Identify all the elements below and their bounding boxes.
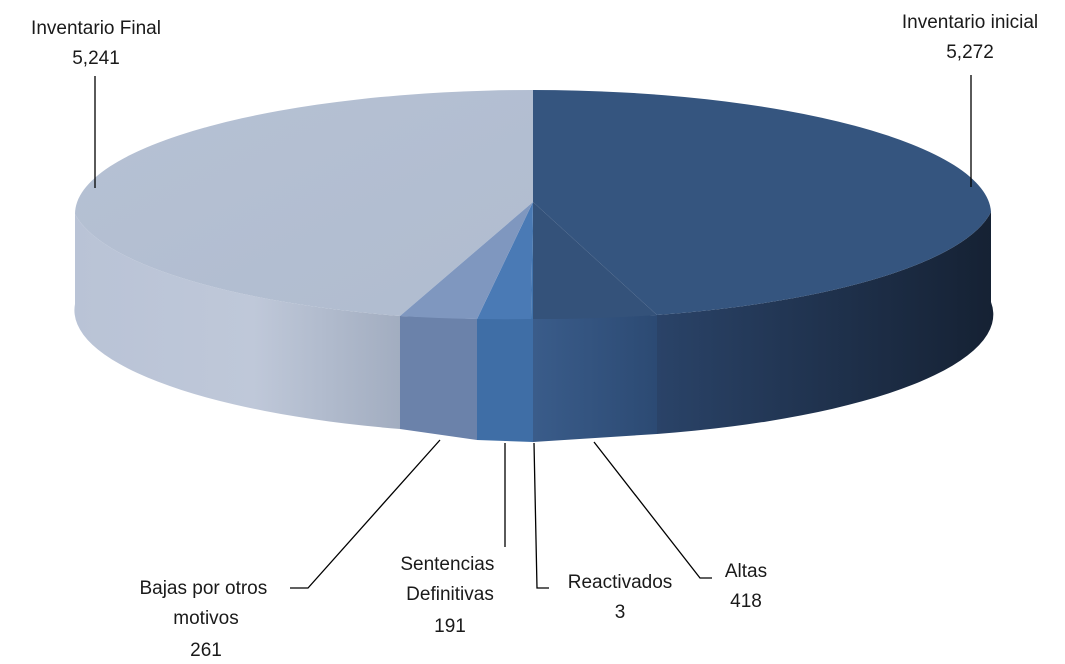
- slice-bajas: [400, 202, 533, 319]
- value-sentencias: 191: [434, 616, 466, 637]
- label-sentencias-line2: Definitivas: [406, 584, 494, 605]
- label-sentencias: Sentencias Definitivas: [400, 554, 499, 605]
- side-sentencias: [477, 319, 533, 442]
- side-inventario-final: [74, 214, 400, 429]
- slice-sentencias: [477, 202, 533, 320]
- side-altas: [533, 315, 657, 442]
- side-inventario-inicial: [657, 212, 994, 434]
- value-altas: 418: [730, 591, 762, 612]
- slice-inventario-final: [75, 90, 533, 316]
- pie-side-walls: [74, 212, 994, 442]
- pie-top: [75, 90, 991, 320]
- label-inventario-final: Inventario Final: [31, 18, 161, 39]
- label-bajas-line2: motivos: [173, 608, 238, 629]
- leader-reactivados: [533, 442, 549, 589]
- label-bajas: Bajas por otros motivos: [139, 578, 272, 629]
- slice-inventario-inicial: [533, 90, 991, 315]
- value-inventario-final: 5,241: [72, 48, 120, 69]
- leader-altas: [593, 441, 712, 579]
- label-altas: Altas: [725, 561, 767, 582]
- slice-altas: [533, 202, 657, 320]
- label-reactivados: Reactivados: [568, 572, 673, 593]
- label-sentencias-line1: Sentencias: [400, 554, 494, 575]
- label-bajas-line1: Bajas por otros: [139, 578, 267, 599]
- side-bajas: [400, 316, 477, 440]
- value-bajas: 261: [190, 640, 222, 661]
- leader-bajas: [290, 439, 441, 589]
- value-reactivados: 3: [615, 602, 626, 623]
- value-inventario-inicial: 5,272: [946, 42, 994, 63]
- data-labels: Inventario Final 5,241 Inventario inicia…: [31, 12, 1038, 661]
- label-inventario-inicial: Inventario inicial: [902, 12, 1038, 33]
- leader-lines: [94, 75, 972, 589]
